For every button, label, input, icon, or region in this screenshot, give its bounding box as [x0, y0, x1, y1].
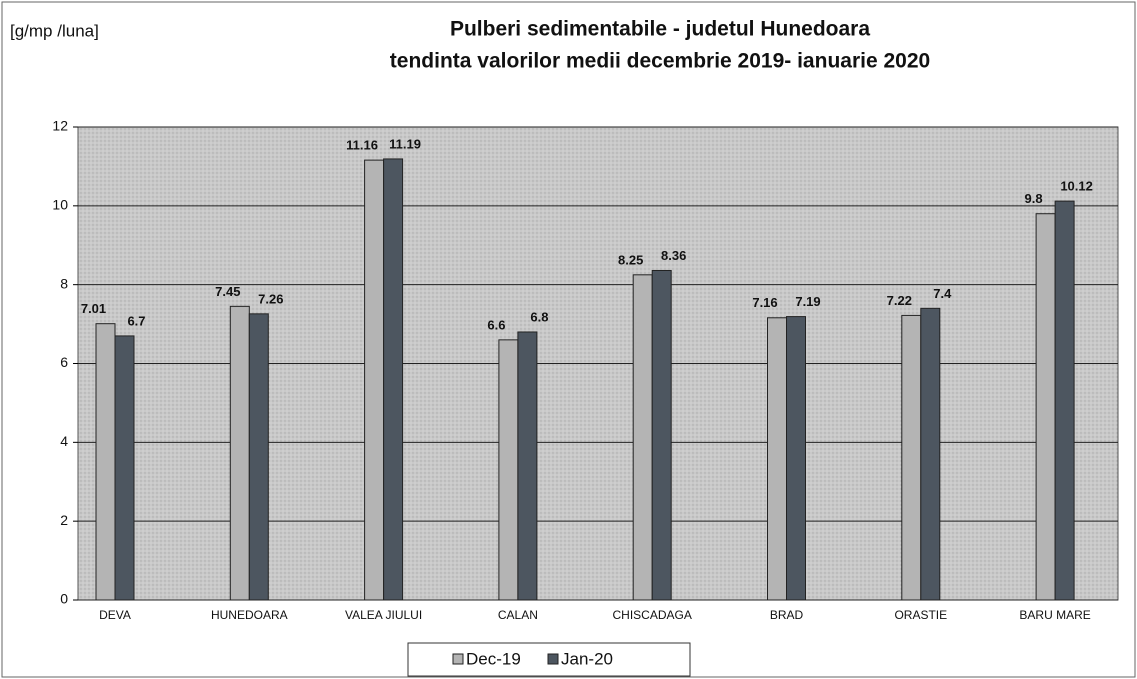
bar [1054, 200, 1075, 601]
value-label: 9.8 [1025, 191, 1043, 206]
bar [1035, 213, 1056, 601]
value-label: 11.19 [389, 136, 421, 151]
legend-swatch [547, 653, 559, 665]
x-tick-label: HUNEDOARA [211, 608, 288, 622]
x-tick-label: CHISCADAGA [613, 608, 692, 622]
bar [786, 316, 806, 601]
value-label: 10.12 [1060, 179, 1093, 194]
x-tick-label: DEVA [99, 608, 131, 622]
y-tick-label: 10 [52, 197, 68, 213]
y-tick-label: 8 [60, 275, 68, 291]
value-label: 6.7 [127, 313, 145, 328]
bar [517, 331, 538, 601]
bar [114, 335, 135, 601]
y-tick-label: 6 [60, 354, 68, 370]
legend-label: Dec-19 [466, 649, 521, 668]
bar [901, 314, 922, 601]
chart-title: Pulberi sedimentabile - judetul Hunedoar… [450, 18, 870, 41]
bar [229, 305, 250, 601]
legend-swatch [452, 653, 464, 665]
legend-label: Jan-20 [561, 649, 613, 668]
y-tick-label: 2 [60, 512, 68, 528]
bar [920, 307, 941, 601]
y-axis-label: [g/mp /luna] [10, 21, 99, 40]
value-label: 7.26 [258, 291, 283, 306]
value-label: 7.16 [752, 295, 777, 310]
y-tick-label: 0 [60, 591, 68, 607]
value-label: 7.19 [795, 294, 820, 309]
value-label: 11.16 [346, 138, 378, 153]
bar [248, 313, 269, 601]
bar [95, 323, 116, 601]
value-label: 7.22 [887, 293, 912, 308]
bar [632, 274, 653, 601]
x-tick-label: CALAN [498, 608, 538, 622]
value-label: 6.8 [530, 309, 548, 324]
x-tick-label: ORASTIE [894, 608, 947, 622]
value-label: 6.6 [487, 317, 505, 332]
y-tick-label: 4 [60, 433, 68, 449]
bar [498, 339, 519, 601]
value-label: 8.36 [661, 248, 686, 263]
value-label: 7.45 [215, 284, 240, 299]
value-label: 7.01 [81, 301, 106, 316]
value-label: 8.25 [618, 252, 643, 267]
x-tick-label: BARU MARE [1019, 608, 1090, 622]
bar [364, 159, 385, 601]
bar [651, 269, 672, 601]
x-tick-label: BRAD [770, 608, 804, 622]
chart-subtitle: tendinta valorilor medii decembrie 2019-… [390, 50, 930, 73]
x-tick-label: VALEA JIULUI [345, 608, 422, 622]
bar [767, 317, 787, 601]
bar [383, 158, 404, 601]
y-tick-label: 12 [52, 118, 68, 134]
value-label: 7.4 [933, 286, 952, 301]
